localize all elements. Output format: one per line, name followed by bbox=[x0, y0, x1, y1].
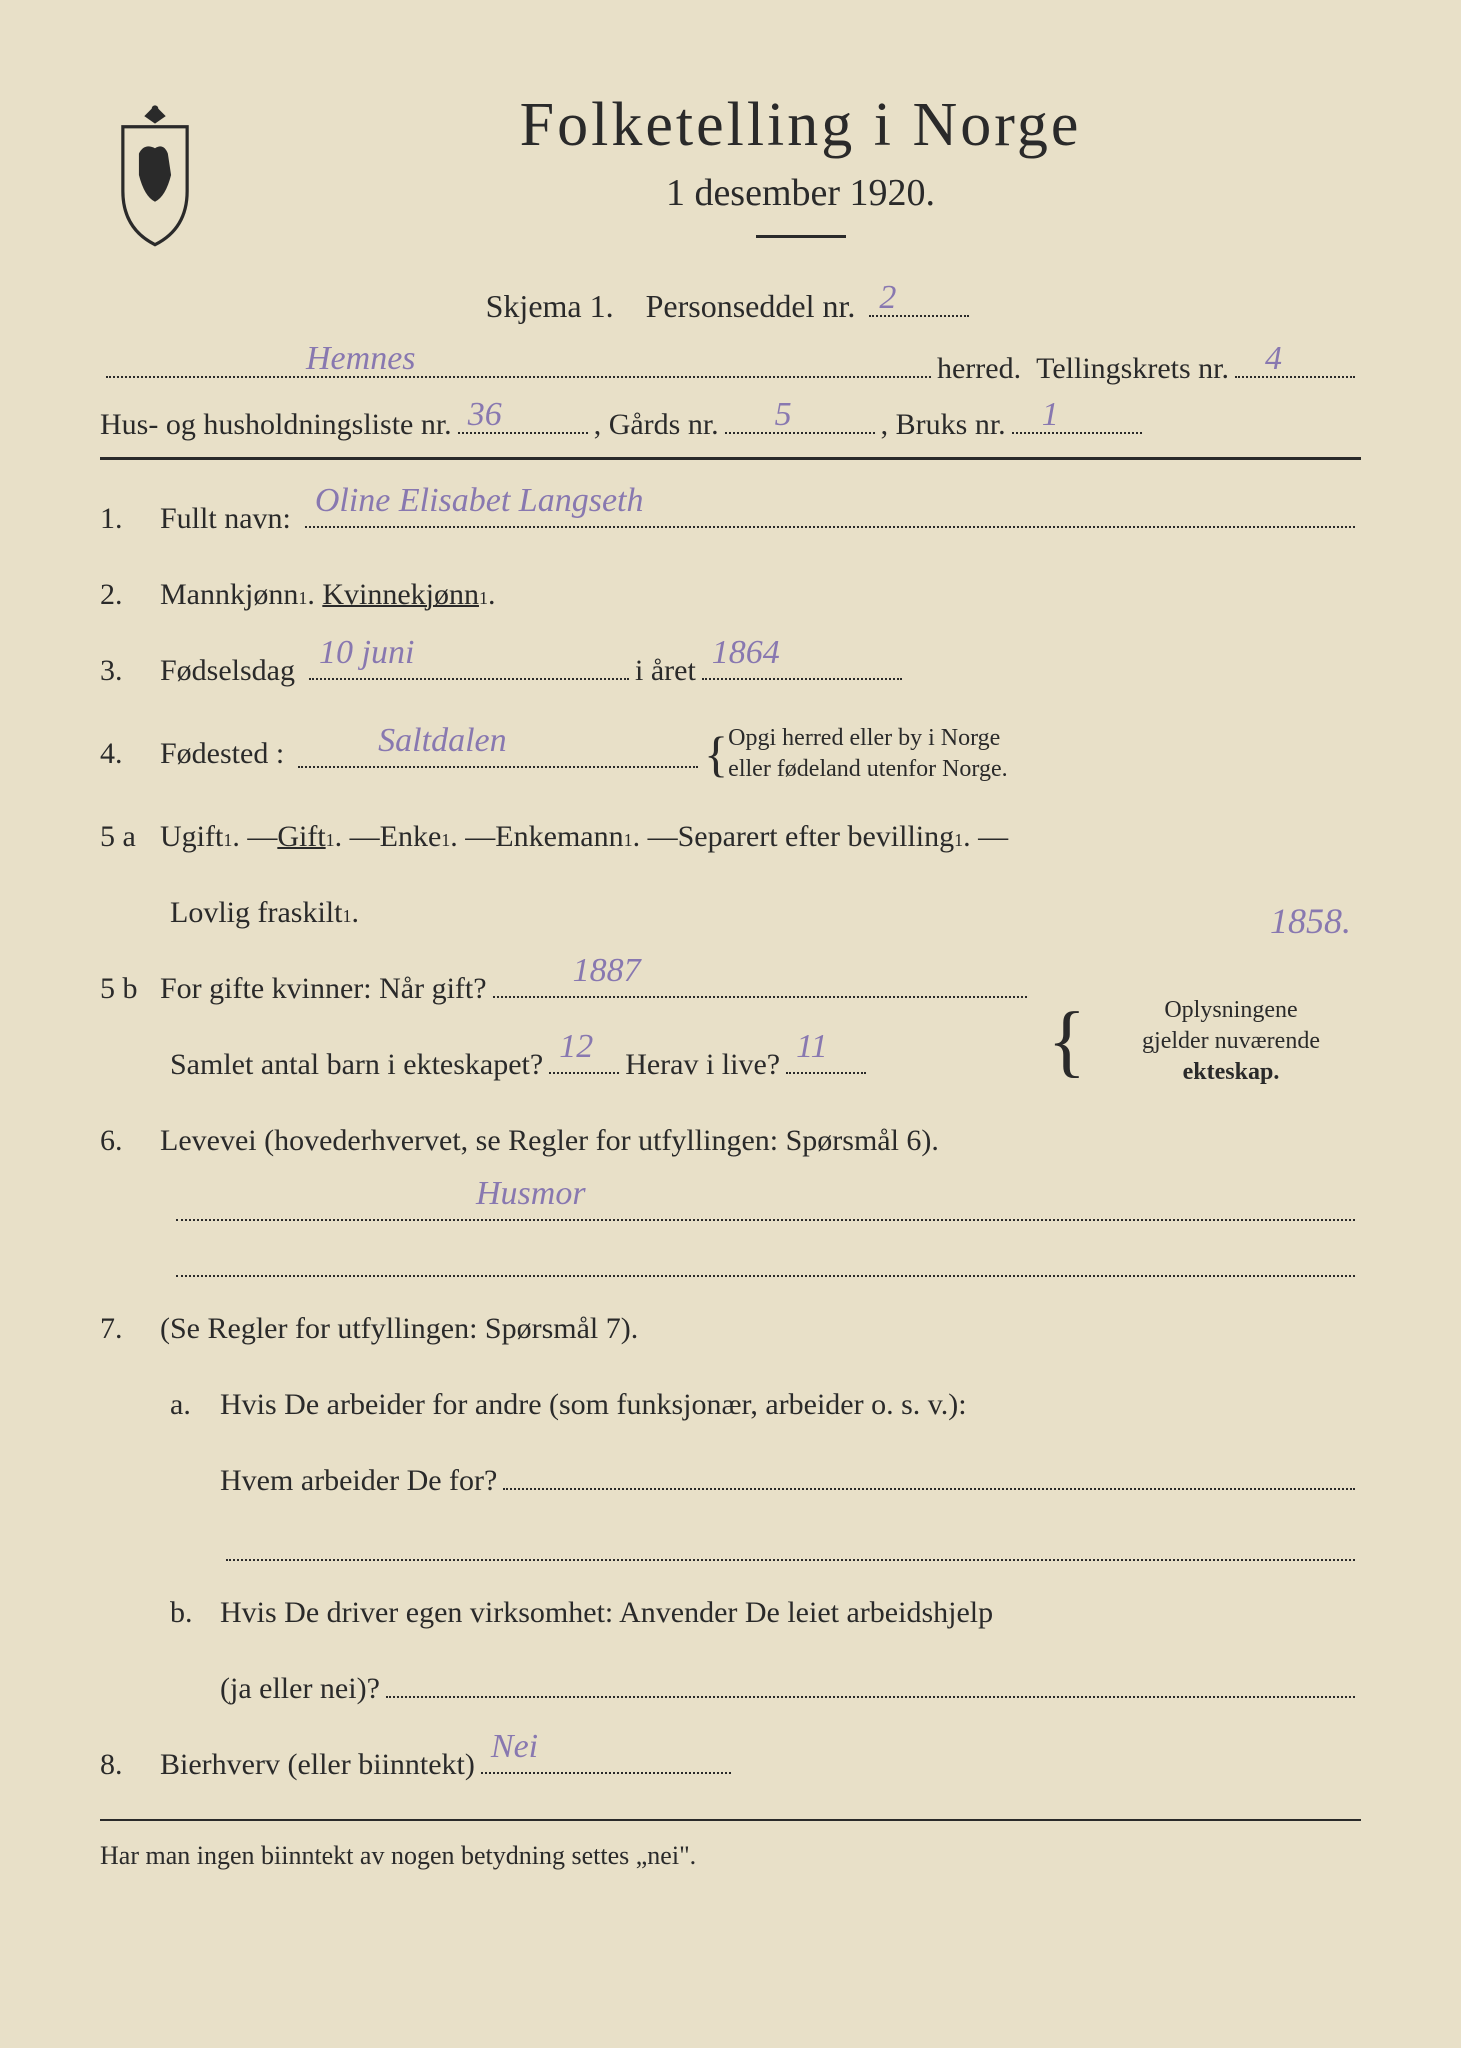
q5b-label1: For gifte kvinner: Når gift? bbox=[160, 965, 487, 1013]
q6-num: 6. bbox=[100, 1117, 160, 1165]
q8-label: Bierhverv (eller biinntekt) bbox=[160, 1741, 475, 1789]
q1-value: Oline Elisabet Langseth bbox=[315, 474, 644, 528]
q3-mid: i året bbox=[635, 647, 696, 695]
q4-note: Opgi herred eller by i Norge eller fødel… bbox=[728, 723, 1007, 785]
q3-label: Fødselsdag bbox=[160, 647, 295, 695]
brace-icon-2: { bbox=[1048, 1009, 1086, 1073]
q4: 4. Fødested : Saltdalen { Opgi herred el… bbox=[100, 723, 1361, 785]
q7a: a. Hvis De arbeider for andre (som funks… bbox=[100, 1381, 1361, 1429]
brace-icon: { bbox=[704, 734, 728, 774]
q2-kvinne: Kvinnekjønn bbox=[322, 571, 479, 619]
hus-line: Hus- og husholdningsliste nr. 36 , Gårds… bbox=[100, 406, 1361, 442]
herred-value: Hemnes bbox=[306, 340, 416, 378]
q4-label: Fødested : bbox=[160, 730, 284, 778]
bruks-value: 1 bbox=[1042, 396, 1059, 434]
q5b-label2: Samlet antal barn i ekteskapet? bbox=[170, 1041, 543, 1089]
header: Folketelling i Norge 1 desember 1920. bbox=[100, 90, 1361, 268]
q1-num: 1. bbox=[100, 495, 160, 543]
q4-value: Saltdalen bbox=[378, 714, 506, 768]
q7-label: (Se Regler for utfyllingen: Spørsmål 7). bbox=[160, 1305, 638, 1353]
q5a-enke: Enke bbox=[380, 813, 442, 861]
q6-label: Levevei (hovederhvervet, se Regler for u… bbox=[160, 1117, 939, 1165]
herred-line: Hemnes herred. Tellingskrets nr. 4 bbox=[100, 350, 1361, 386]
hus-label: Hus- og husholdningsliste nr. bbox=[100, 408, 452, 442]
bruks-label: , Bruks nr. bbox=[881, 408, 1006, 442]
q7a-blank bbox=[100, 1533, 1361, 1561]
personseddel-value: 2 bbox=[879, 279, 896, 317]
personseddel-label: Personseddel nr. bbox=[646, 288, 856, 324]
q5b-side: Oplysningene gjelder nuværende ekteskap. bbox=[1101, 995, 1361, 1089]
q7b-text1: Hvis De driver egen virksomhet: Anvender… bbox=[220, 1589, 993, 1637]
q6: 6. Levevei (hovederhvervet, se Regler fo… bbox=[100, 1117, 1361, 1165]
q7a-num: a. bbox=[170, 1381, 220, 1429]
q8-num: 8. bbox=[100, 1741, 160, 1789]
title-divider bbox=[756, 235, 846, 238]
title-block: Folketelling i Norge 1 desember 1920. bbox=[240, 90, 1361, 268]
herred-label: herred. bbox=[937, 352, 1021, 386]
q7: 7. (Se Regler for utfyllingen: Spørsmål … bbox=[100, 1305, 1361, 1353]
gards-value: 5 bbox=[775, 396, 792, 434]
tellingskrets-label: Tellingskrets nr. bbox=[1036, 352, 1229, 386]
q4-num: 4. bbox=[100, 730, 160, 778]
q2-num: 2. bbox=[100, 571, 160, 619]
q5a-fraskilt: Lovlig fraskilt bbox=[170, 889, 342, 937]
q7-num: 7. bbox=[100, 1305, 160, 1353]
q8: 8. Bierhverv (eller biinntekt) Nei bbox=[100, 1741, 1361, 1789]
q1: 1. Fullt navn: Oline Elisabet Langseth bbox=[100, 495, 1361, 543]
q5a-ugift: Ugift bbox=[160, 813, 223, 861]
q7b: b. Hvis De driver egen virksomhet: Anven… bbox=[100, 1589, 1361, 1637]
q2-mann: Mannkjønn bbox=[160, 571, 298, 619]
q7a-text2: Hvem arbeider De for? bbox=[220, 1457, 497, 1505]
q3-num: 3. bbox=[100, 647, 160, 695]
q7b-num: b. bbox=[170, 1589, 220, 1637]
footer: Har man ingen biinntekt av nogen betydni… bbox=[100, 1841, 1361, 1871]
q1-label: Fullt navn: bbox=[160, 495, 291, 543]
margin-year: 1858. bbox=[1270, 900, 1351, 942]
q3: 3. Fødselsdag 10 juni i året 1864 bbox=[100, 647, 1361, 695]
schema-label: Skjema 1. bbox=[486, 288, 614, 324]
q6-val-line: Husmor bbox=[100, 1193, 1361, 1221]
tellingskrets-value: 4 bbox=[1265, 340, 1282, 378]
coat-of-arms-icon bbox=[100, 100, 210, 250]
q5b-val1: 1887 bbox=[573, 944, 641, 998]
subtitle: 1 desember 1920. bbox=[240, 171, 1361, 215]
q5b-val2: 12 bbox=[559, 1020, 593, 1074]
q2: 2. Mannkjønn1. Kvinnekjønn1. bbox=[100, 571, 1361, 619]
q7b-text2: (ja eller nei)? bbox=[220, 1665, 380, 1713]
q3-day: 10 juni bbox=[319, 626, 414, 680]
q7a-2: Hvem arbeider De for? bbox=[100, 1457, 1361, 1505]
q3-year: 1864 bbox=[712, 626, 780, 680]
q8-value: Nei bbox=[491, 1720, 538, 1774]
divider-bottom bbox=[100, 1819, 1361, 1821]
q5b-val3: 11 bbox=[796, 1020, 827, 1074]
q5a-separert: Separert efter bevilling bbox=[678, 813, 955, 861]
q7b-2: (ja eller nei)? bbox=[100, 1665, 1361, 1713]
q5a-gift: Gift bbox=[277, 813, 325, 861]
gards-label: , Gårds nr. bbox=[594, 408, 719, 442]
schema-line: Skjema 1. Personseddel nr. 2 bbox=[100, 288, 1361, 325]
q6-blank bbox=[100, 1249, 1361, 1277]
main-title: Folketelling i Norge bbox=[240, 90, 1361, 161]
q5a-enkemann: Enkemann bbox=[495, 813, 623, 861]
q5a-cont: Lovlig fraskilt1. bbox=[100, 889, 1361, 937]
q5b-label3: Herav i live? bbox=[625, 1041, 780, 1089]
q7a-text1: Hvis De arbeider for andre (som funksjon… bbox=[220, 1381, 967, 1429]
divider-top bbox=[100, 457, 1361, 460]
q6-value: Husmor bbox=[476, 1167, 586, 1221]
q5a-num: 5 a bbox=[100, 813, 160, 861]
q5a: 5 a Ugift1. — Gift1. — Enke1. — Enkemann… bbox=[100, 813, 1361, 861]
q5b-num: 5 b bbox=[100, 965, 160, 1013]
hus-value: 36 bbox=[468, 396, 502, 434]
q5b: 5 b For gifte kvinner: Når gift? 1887 Sa… bbox=[100, 965, 1361, 1117]
